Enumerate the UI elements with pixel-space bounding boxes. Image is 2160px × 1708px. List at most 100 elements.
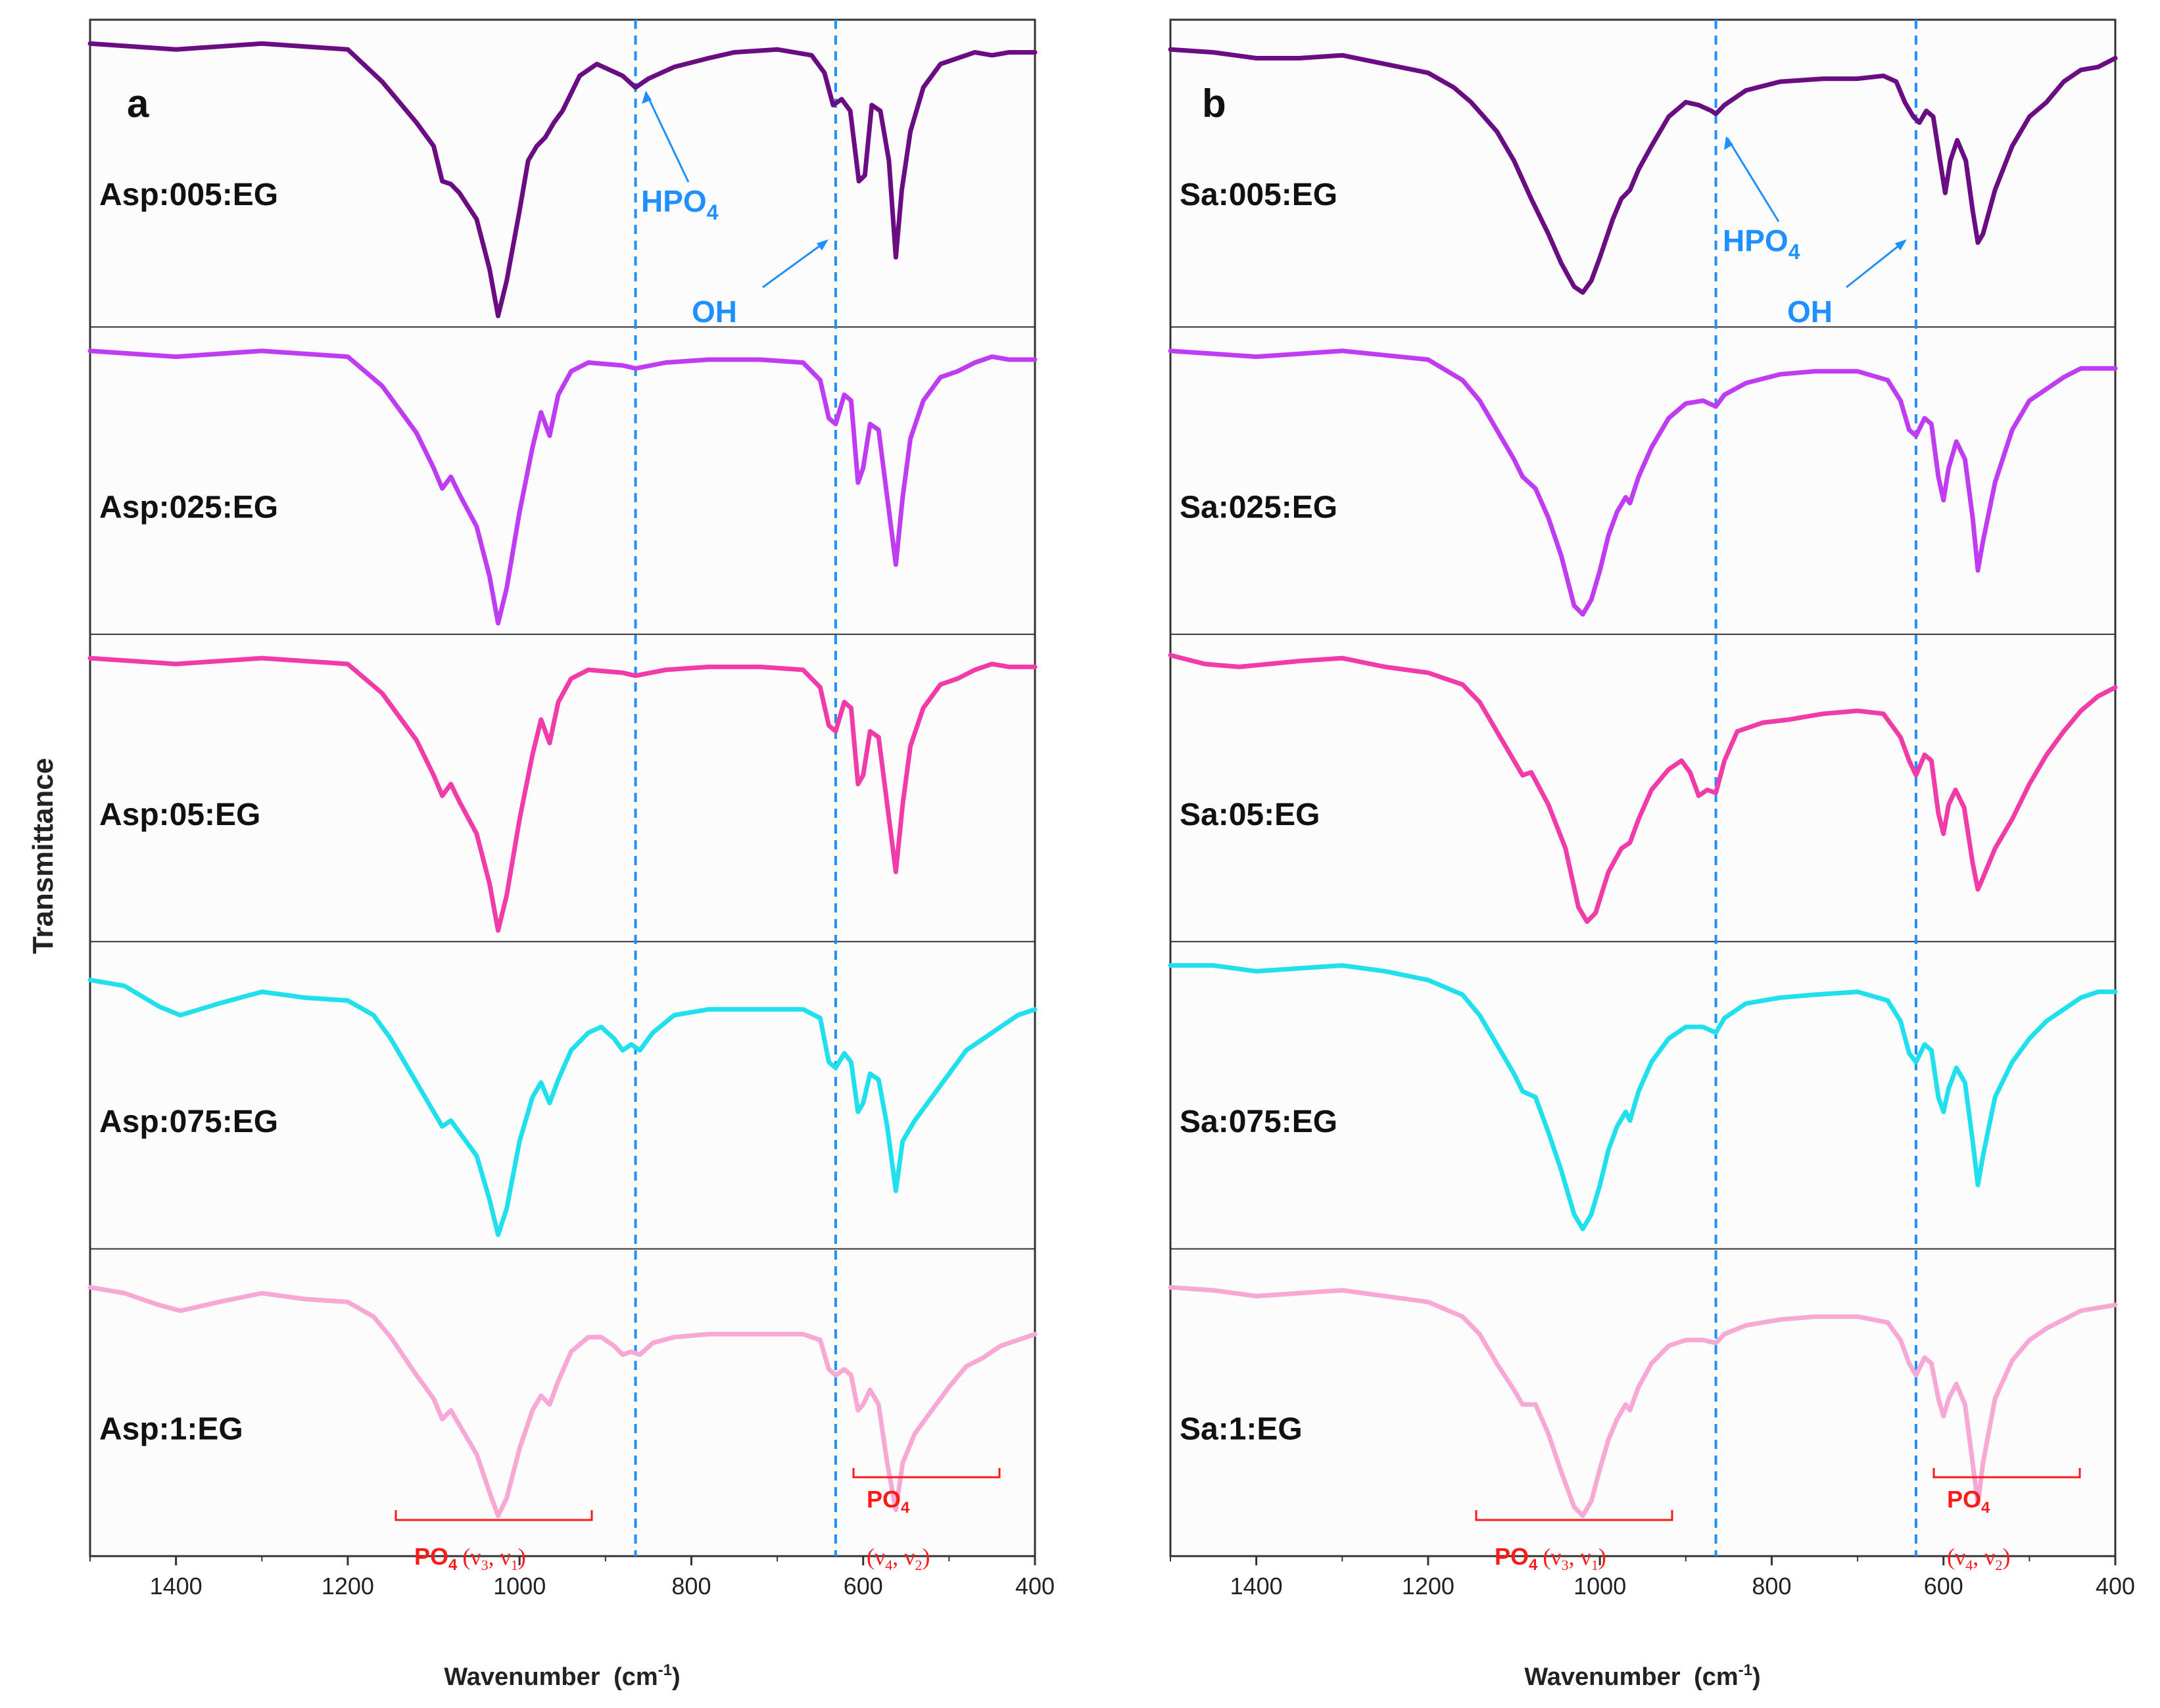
po4-right-main: PO — [867, 1486, 901, 1513]
x-axis-unit-sup-b: -1 — [1739, 1661, 1752, 1679]
series-label: Sa:075:EG — [1180, 1104, 1337, 1139]
x-tick-label: 600 — [1924, 1573, 1963, 1600]
series-line-asp-1-eg — [87, 1285, 1038, 1519]
x-tick-label: 800 — [671, 1573, 711, 1600]
series-label: Asp:075:EG — [99, 1104, 278, 1139]
hpo4-sub-b: 4 — [1788, 240, 1800, 264]
panel-a-dividers — [90, 326, 1035, 1250]
panel-b-reference-lines — [1714, 20, 1917, 1556]
svg-text:PO4(ν3, ν1): PO4 (ν3, ν1) — [414, 1543, 526, 1574]
x-axis-unit-close-b: ) — [1752, 1663, 1761, 1691]
series-label: Asp:05:EG — [99, 797, 260, 832]
panel-b-x-axis-title: Wavenumber (cm-1) — [1524, 1661, 1760, 1691]
x-axis-label-b: Wavenumber — [1524, 1663, 1680, 1691]
x-tick-label: 800 — [1752, 1573, 1791, 1600]
series-line-sa-05-eg — [1168, 653, 2118, 924]
po4-right-sub-b: 4 — [1981, 1499, 1990, 1517]
po4-left-main-b: PO — [1495, 1543, 1529, 1570]
po4-left-modes: (ν — [462, 1544, 481, 1570]
x-tick-label: 1400 — [1230, 1573, 1283, 1600]
x-tick-label: 400 — [1015, 1573, 1055, 1600]
panel-a-po4-left: PO4 (ν3, ν1) — [395, 1510, 593, 1574]
hpo4-sub: 4 — [707, 201, 719, 224]
series-line-sa-025-eg — [1168, 348, 2118, 617]
po4-right-sep-b: , ν — [1973, 1544, 1995, 1570]
svg-text:(ν4, ν2): (ν4, ν2) — [867, 1544, 930, 1573]
panel-a-po4-right: PO4 (ν4, ν2) — [852, 1468, 1001, 1573]
po4-right-m2-b: 2 — [1996, 1557, 2003, 1573]
panel-b-po4-right: PO4 (ν4, ν2) — [1932, 1468, 2081, 1573]
panel-a-curves — [87, 41, 1038, 1519]
series-label: Asp:005:EG — [99, 178, 278, 212]
series-line-sa-075-eg — [1168, 963, 2118, 1231]
oh-label: OH — [692, 295, 737, 329]
po4-right-close-b: ) — [2003, 1544, 2011, 1570]
po4-left-sub: 4 — [448, 1556, 458, 1574]
panel-b-label: b — [1202, 82, 1226, 126]
x-axis-unit-sup: -1 — [658, 1661, 672, 1679]
series-line-asp-005-eg — [87, 41, 1038, 318]
po4-right-sep: , ν — [892, 1544, 915, 1570]
oh-label-b: OH — [1787, 295, 1833, 329]
panel-a-hpo4-annotation: HPO4 — [641, 91, 719, 224]
po4-left-m1-b: 3 — [1562, 1557, 1569, 1573]
panel-a-oh-annotation: OH — [692, 239, 828, 329]
series-label: Asp:025:EG — [99, 490, 278, 525]
svg-text:HPO4: HPO4 — [641, 184, 719, 224]
x-tick-label: 1200 — [1402, 1573, 1454, 1600]
panel-b-hpo4-annotation: HPO4 — [1723, 136, 1800, 264]
po4-left-close: ) — [518, 1544, 526, 1570]
panel-b-dividers — [1170, 326, 2115, 1250]
series-label: Sa:005:EG — [1180, 178, 1337, 212]
panel-a-reference-lines — [634, 20, 837, 1556]
x-axis-label: Wavenumber — [444, 1663, 600, 1691]
series-line-asp-075-eg — [87, 978, 1038, 1237]
x-tick-label: 400 — [2096, 1573, 2135, 1600]
series-line-asp-025-eg — [87, 348, 1038, 626]
panel-a-plot-area — [89, 18, 1036, 1557]
po4-right-m1-b: 4 — [1965, 1557, 1973, 1573]
svg-text:PO4(ν3, ν1): PO4 (ν3, ν1) — [1495, 1543, 1606, 1574]
series-line-sa-005-eg — [1168, 47, 2118, 295]
y-axis-title: Transmittance — [27, 758, 59, 954]
po4-left-sep: , ν — [489, 1544, 511, 1570]
x-tick-label: 1000 — [1573, 1573, 1626, 1600]
x-tick-label: 1400 — [150, 1573, 203, 1600]
x-axis-unit: (cm — [613, 1663, 658, 1691]
series-label: Asp:1:EG — [99, 1412, 243, 1447]
po4-right-modes: (ν — [867, 1544, 885, 1570]
po4-right-m1: 4 — [885, 1557, 892, 1573]
po4-left-modes-b: (ν — [1543, 1544, 1561, 1570]
series-label: Sa:05:EG — [1180, 797, 1320, 832]
panel-a-x-ticks: 1400 1200 1000 800 600 400 — [89, 1556, 1055, 1600]
svg-text:PO4: PO4 — [867, 1486, 910, 1517]
panel-b-plot-area — [1169, 18, 2117, 1557]
panel-b: Sa:005:EG Sa:025:EG Sa:05:EG Sa:075:EG Sa:1:… — [1168, 18, 2135, 1691]
po4-right-sub: 4 — [901, 1499, 910, 1517]
panel-a-label: a — [127, 82, 149, 126]
svg-text:HPO4: HPO4 — [1723, 224, 1800, 264]
po4-left-close-b: ) — [1598, 1544, 1606, 1570]
po4-left-m2: 1 — [511, 1557, 518, 1573]
po4-right-main-b: PO — [1947, 1486, 1981, 1513]
hpo4-label-b: HPO — [1723, 224, 1788, 258]
po4-left-main: PO — [414, 1543, 448, 1570]
panel-a: Asp:005:EG Asp:025:EG Asp:05:EG Asp:075:EG A… — [87, 18, 1055, 1691]
series-label: Sa:1:EG — [1180, 1412, 1303, 1447]
series-line-asp-05-eg — [87, 655, 1038, 933]
panel-a-sample-labels: Asp:005:EG Asp:025:EG Asp:05:EG Asp:075:EG A… — [99, 178, 278, 1447]
x-tick-label: 1200 — [322, 1573, 374, 1600]
x-tick-label: 600 — [844, 1573, 883, 1600]
x-tick-label: 1000 — [493, 1573, 546, 1600]
po4-left-m2-b: 1 — [1591, 1557, 1598, 1573]
series-line-sa-1-eg — [1168, 1285, 2118, 1519]
po4-left-sub-b: 4 — [1529, 1556, 1538, 1574]
po4-right-close: ) — [923, 1544, 930, 1570]
x-axis-unit-b: (cm — [1694, 1663, 1739, 1691]
panel-b-curves — [1168, 47, 2118, 1519]
panel-b-x-ticks: 1400 1200 1000 800 600 400 — [1170, 1556, 2135, 1600]
panel-b-oh-annotation: OH — [1787, 239, 1907, 329]
po4-left-sep-b: , ν — [1569, 1544, 1591, 1570]
hpo4-label: HPO — [641, 184, 707, 218]
